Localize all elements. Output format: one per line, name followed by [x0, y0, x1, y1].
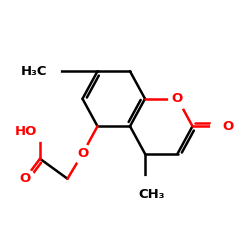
Text: O: O [77, 147, 88, 160]
Text: O: O [20, 172, 30, 185]
Text: O: O [172, 92, 183, 105]
Text: HO: HO [15, 125, 38, 138]
Text: CH₃: CH₃ [138, 188, 164, 200]
Text: H₃C: H₃C [21, 65, 48, 78]
Text: O: O [222, 120, 234, 133]
